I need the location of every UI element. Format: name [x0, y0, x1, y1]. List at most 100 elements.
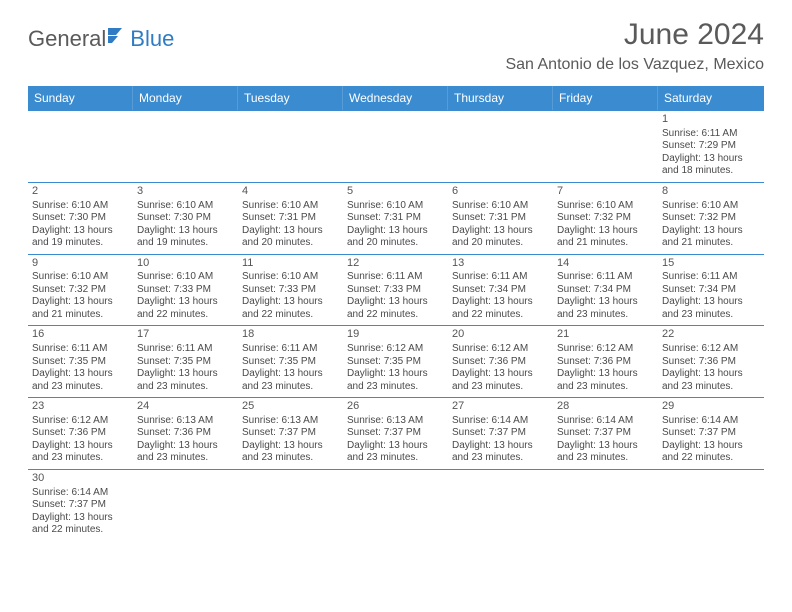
calendar-day: 21Sunrise: 6:12 AMSunset: 7:36 PMDayligh…: [553, 326, 658, 397]
sunset-line: Sunset: 7:32 PM: [557, 212, 654, 225]
sunrise-line: Sunrise: 6:12 AM: [347, 343, 444, 356]
sunset-line: Sunset: 7:34 PM: [662, 284, 759, 297]
day-number: 30: [32, 472, 129, 486]
calendar-day: 28Sunrise: 6:14 AMSunset: 7:37 PMDayligh…: [553, 398, 658, 469]
sunset-line: Sunset: 7:36 PM: [557, 356, 654, 369]
sunrise-line: Sunrise: 6:11 AM: [662, 128, 759, 141]
day-number: 6: [452, 185, 549, 199]
sunset-line: Sunset: 7:36 PM: [32, 427, 129, 440]
sunset-line: Sunset: 7:30 PM: [137, 212, 234, 225]
day-number: 17: [137, 328, 234, 342]
daylight-line: Daylight: 13 hours and 18 minutes.: [662, 153, 759, 178]
weekday-header: Monday: [133, 86, 238, 110]
calendar-empty: [448, 470, 553, 541]
day-number: 16: [32, 328, 129, 342]
sunrise-line: Sunrise: 6:10 AM: [557, 200, 654, 213]
calendar-row: 1Sunrise: 6:11 AMSunset: 7:29 PMDaylight…: [28, 110, 764, 183]
day-number: 5: [347, 185, 444, 199]
daylight-line: Daylight: 13 hours and 19 minutes.: [137, 225, 234, 250]
weekday-header: Sunday: [28, 86, 133, 110]
day-number: 22: [662, 328, 759, 342]
sunset-line: Sunset: 7:36 PM: [452, 356, 549, 369]
sunset-line: Sunset: 7:37 PM: [32, 499, 129, 512]
day-number: 14: [557, 257, 654, 271]
sunset-line: Sunset: 7:29 PM: [662, 140, 759, 153]
calendar-empty: [238, 111, 343, 182]
calendar-day: 14Sunrise: 6:11 AMSunset: 7:34 PMDayligh…: [553, 255, 658, 326]
sunrise-line: Sunrise: 6:10 AM: [242, 200, 339, 213]
sunset-line: Sunset: 7:36 PM: [137, 427, 234, 440]
sunrise-line: Sunrise: 6:12 AM: [452, 343, 549, 356]
day-number: 20: [452, 328, 549, 342]
calendar-row: 2Sunrise: 6:10 AMSunset: 7:30 PMDaylight…: [28, 183, 764, 255]
calendar-empty: [658, 470, 763, 541]
sunrise-line: Sunrise: 6:14 AM: [32, 487, 129, 500]
daylight-line: Daylight: 13 hours and 20 minutes.: [452, 225, 549, 250]
sunrise-line: Sunrise: 6:12 AM: [662, 343, 759, 356]
sunrise-line: Sunrise: 6:13 AM: [137, 415, 234, 428]
day-number: 7: [557, 185, 654, 199]
sunset-line: Sunset: 7:37 PM: [452, 427, 549, 440]
day-number: 23: [32, 400, 129, 414]
daylight-line: Daylight: 13 hours and 23 minutes.: [452, 368, 549, 393]
sunrise-line: Sunrise: 6:10 AM: [347, 200, 444, 213]
sunrise-line: Sunrise: 6:10 AM: [137, 200, 234, 213]
day-number: 11: [242, 257, 339, 271]
daylight-line: Daylight: 13 hours and 22 minutes.: [347, 296, 444, 321]
calendar-empty: [133, 111, 238, 182]
sunset-line: Sunset: 7:31 PM: [347, 212, 444, 225]
day-number: 1: [662, 113, 759, 127]
calendar-row: 9Sunrise: 6:10 AMSunset: 7:32 PMDaylight…: [28, 255, 764, 327]
daylight-line: Daylight: 13 hours and 22 minutes.: [32, 512, 129, 537]
calendar-row: 30Sunrise: 6:14 AMSunset: 7:37 PMDayligh…: [28, 470, 764, 541]
calendar-day: 29Sunrise: 6:14 AMSunset: 7:37 PMDayligh…: [658, 398, 763, 469]
daylight-line: Daylight: 13 hours and 20 minutes.: [242, 225, 339, 250]
day-number: 25: [242, 400, 339, 414]
calendar-day: 2Sunrise: 6:10 AMSunset: 7:30 PMDaylight…: [28, 183, 133, 254]
calendar-day: 18Sunrise: 6:11 AMSunset: 7:35 PMDayligh…: [238, 326, 343, 397]
sunrise-line: Sunrise: 6:10 AM: [662, 200, 759, 213]
daylight-line: Daylight: 13 hours and 23 minutes.: [242, 368, 339, 393]
sunset-line: Sunset: 7:36 PM: [662, 356, 759, 369]
calendar-empty: [343, 470, 448, 541]
day-number: 19: [347, 328, 444, 342]
sunset-line: Sunset: 7:37 PM: [662, 427, 759, 440]
calendar-day: 11Sunrise: 6:10 AMSunset: 7:33 PMDayligh…: [238, 255, 343, 326]
calendar-day: 30Sunrise: 6:14 AMSunset: 7:37 PMDayligh…: [28, 470, 133, 541]
sunset-line: Sunset: 7:33 PM: [347, 284, 444, 297]
logo: General Blue: [28, 18, 174, 52]
sunset-line: Sunset: 7:32 PM: [32, 284, 129, 297]
daylight-line: Daylight: 13 hours and 20 minutes.: [347, 225, 444, 250]
sunset-line: Sunset: 7:30 PM: [32, 212, 129, 225]
daylight-line: Daylight: 13 hours and 23 minutes.: [242, 440, 339, 465]
day-number: 12: [347, 257, 444, 271]
daylight-line: Daylight: 13 hours and 23 minutes.: [32, 440, 129, 465]
sunset-line: Sunset: 7:35 PM: [242, 356, 339, 369]
calendar-day: 23Sunrise: 6:12 AMSunset: 7:36 PMDayligh…: [28, 398, 133, 469]
weekday-header: Saturday: [658, 86, 763, 110]
calendar-day: 9Sunrise: 6:10 AMSunset: 7:32 PMDaylight…: [28, 255, 133, 326]
daylight-line: Daylight: 13 hours and 23 minutes.: [32, 368, 129, 393]
sunset-line: Sunset: 7:33 PM: [242, 284, 339, 297]
sunrise-line: Sunrise: 6:11 AM: [452, 271, 549, 284]
sunrise-line: Sunrise: 6:13 AM: [242, 415, 339, 428]
calendar-empty: [133, 470, 238, 541]
day-number: 3: [137, 185, 234, 199]
day-number: 9: [32, 257, 129, 271]
sunset-line: Sunset: 7:37 PM: [347, 427, 444, 440]
sunrise-line: Sunrise: 6:12 AM: [557, 343, 654, 356]
calendar-empty: [343, 111, 448, 182]
daylight-line: Daylight: 13 hours and 23 minutes.: [347, 368, 444, 393]
calendar-day: 27Sunrise: 6:14 AMSunset: 7:37 PMDayligh…: [448, 398, 553, 469]
sunset-line: Sunset: 7:37 PM: [557, 427, 654, 440]
calendar-day: 8Sunrise: 6:10 AMSunset: 7:32 PMDaylight…: [658, 183, 763, 254]
calendar-day: 10Sunrise: 6:10 AMSunset: 7:33 PMDayligh…: [133, 255, 238, 326]
calendar-empty: [448, 111, 553, 182]
calendar-empty: [553, 470, 658, 541]
day-number: 28: [557, 400, 654, 414]
day-number: 10: [137, 257, 234, 271]
sunset-line: Sunset: 7:35 PM: [32, 356, 129, 369]
daylight-line: Daylight: 13 hours and 21 minutes.: [662, 225, 759, 250]
daylight-line: Daylight: 13 hours and 23 minutes.: [137, 440, 234, 465]
day-number: 13: [452, 257, 549, 271]
